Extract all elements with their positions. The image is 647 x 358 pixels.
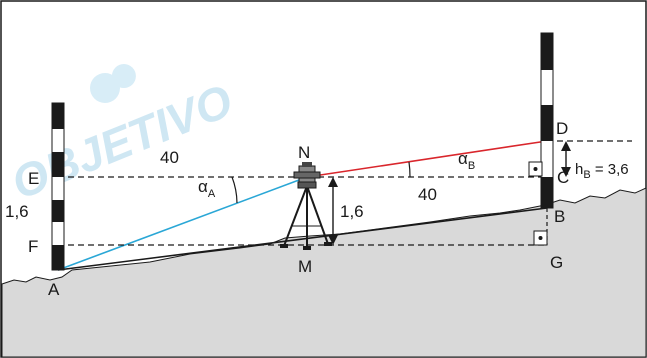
label-point-E: E: [28, 169, 39, 188]
rod-segment: [52, 200, 64, 222]
rod-segment: [52, 245, 64, 270]
tripod-leg: [283, 185, 308, 247]
label-alpha-B: αB: [458, 149, 475, 172]
rod-segment: [52, 152, 64, 177]
right-angle-marker-C: [528, 161, 543, 177]
label-hB: hB = 3,6: [575, 161, 629, 181]
instrument-top: [302, 162, 312, 167]
label-height-left: 1,6: [5, 202, 29, 221]
rod-segment: [541, 177, 553, 208]
tripod-foot: [280, 244, 288, 248]
tripod-foot: [303, 246, 311, 250]
alpha-A-base: α: [198, 177, 208, 196]
label-point-G: G: [550, 253, 563, 272]
height-arrow-hB: [561, 141, 571, 177]
label-distance-left: 40: [160, 148, 179, 167]
rod-segment: [52, 103, 64, 129]
label-height-instrument: 1,6: [340, 202, 364, 221]
tripod-head: [297, 181, 317, 189]
label-point-A: A: [48, 280, 60, 299]
watermark-logo-shape: [111, 64, 136, 89]
tripod-foot: [324, 242, 332, 246]
label-distance-right: 40: [418, 185, 437, 204]
rod-segment: [541, 105, 553, 141]
arrow-head-up: [328, 177, 338, 187]
watermark-logo: [90, 64, 136, 103]
right-angle-dot: [538, 236, 543, 240]
label-point-N: N: [298, 143, 310, 162]
hB-sub: B: [583, 169, 590, 181]
label-point-B: B: [554, 207, 565, 226]
arrow-head-down: [561, 167, 571, 177]
watermark-logo-shape: [90, 73, 120, 103]
instrument-telescope: [293, 171, 321, 179]
ground-line-AB: [57, 207, 548, 271]
angle-arc-alpha-B: [408, 161, 411, 178]
height-arrow-instrument: [328, 177, 338, 245]
angle-arc-alpha-A: [231, 176, 238, 204]
hB-value: = 3,6: [591, 161, 629, 178]
right-angle-marker-G: [533, 230, 548, 246]
arrow-head-up: [561, 141, 571, 151]
label-point-D: D: [556, 119, 568, 138]
leveling-rod-right: [540, 32, 554, 209]
leveling-rod-left: [51, 102, 65, 271]
sight-line-D: [306, 140, 548, 178]
hB-base: h: [575, 161, 583, 178]
label-point-M: M: [298, 257, 312, 276]
label-point-F: F: [28, 237, 38, 256]
alpha-B-sub: B: [468, 160, 475, 172]
alpha-A-sub: A: [208, 188, 216, 200]
rod-segment: [541, 33, 553, 70]
label-alpha-A: αA: [198, 177, 216, 200]
tripod-leg: [306, 185, 329, 245]
sight-line-A: [57, 176, 308, 271]
label-point-C: C: [557, 168, 569, 187]
theodolite-instrument: [280, 162, 332, 250]
alpha-B-base: α: [458, 149, 468, 168]
arrow-head-down: [328, 235, 338, 245]
right-angle-dot: [533, 167, 538, 171]
